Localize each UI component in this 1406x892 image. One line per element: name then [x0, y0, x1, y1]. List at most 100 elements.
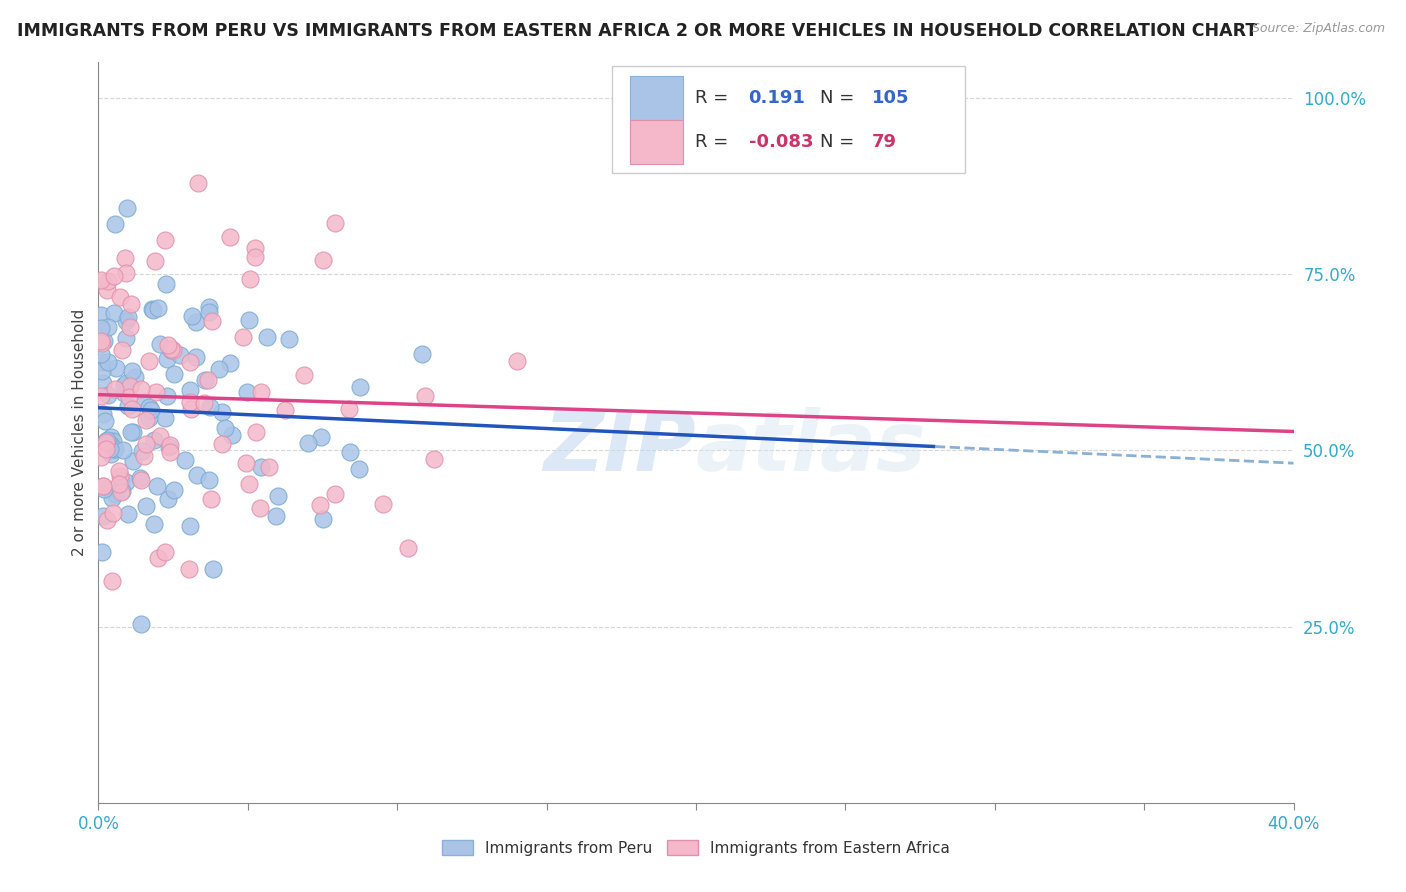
- Point: [138, 354, 160, 368]
- Text: R =: R =: [695, 89, 728, 107]
- Point: [91, 479, 114, 493]
- Point: [122, 453, 145, 467]
- Point: [114, 376, 136, 390]
- Point: [201, 314, 224, 328]
- Point: [157, 337, 180, 351]
- Point: [250, 384, 273, 399]
- Text: R =: R =: [695, 133, 728, 151]
- Point: [91, 544, 114, 558]
- Point: [211, 404, 233, 418]
- Point: [238, 313, 260, 327]
- Point: [153, 234, 176, 248]
- Point: [131, 444, 153, 458]
- Point: [179, 355, 201, 369]
- Point: [325, 216, 347, 230]
- Point: [94, 442, 117, 456]
- Point: [90, 355, 112, 369]
- Point: [129, 383, 152, 397]
- Point: [308, 498, 330, 512]
- Point: [142, 303, 165, 318]
- Point: [259, 459, 281, 474]
- Point: [148, 551, 170, 566]
- Point: [138, 411, 160, 425]
- Point: [193, 396, 215, 410]
- Point: [91, 508, 114, 523]
- Point: [94, 434, 117, 449]
- Point: [141, 301, 163, 316]
- Point: [208, 362, 231, 376]
- Point: [141, 403, 163, 417]
- Point: [97, 388, 120, 402]
- Point: [157, 492, 180, 507]
- Text: -0.083: -0.083: [748, 133, 813, 151]
- Point: [96, 433, 118, 447]
- Point: [221, 428, 243, 442]
- Point: [179, 394, 201, 409]
- Point: [138, 400, 160, 414]
- Point: [312, 253, 335, 268]
- Point: [103, 306, 125, 320]
- Text: ZIP: ZIP: [543, 407, 696, 488]
- Text: 105: 105: [872, 89, 910, 107]
- Text: 0.191: 0.191: [748, 89, 806, 107]
- Point: [179, 562, 201, 576]
- Point: [98, 436, 121, 450]
- Text: IMMIGRANTS FROM PERU VS IMMIGRANTS FROM EASTERN AFRICA 2 OR MORE VEHICLES IN HOU: IMMIGRANTS FROM PERU VS IMMIGRANTS FROM …: [17, 22, 1257, 40]
- Point: [103, 442, 125, 457]
- Point: [267, 490, 290, 504]
- Point: [337, 402, 360, 417]
- Point: [273, 403, 295, 417]
- Text: atlas: atlas: [696, 407, 927, 488]
- Point: [180, 401, 202, 416]
- Point: [97, 354, 120, 368]
- Point: [197, 305, 219, 319]
- Point: [129, 471, 152, 485]
- FancyBboxPatch shape: [613, 66, 965, 173]
- Point: [91, 479, 114, 493]
- Point: [180, 309, 202, 323]
- Point: [98, 442, 121, 456]
- Point: [159, 438, 181, 452]
- Point: [118, 390, 141, 404]
- Point: [129, 473, 152, 487]
- Point: [184, 315, 207, 329]
- Point: [309, 430, 332, 444]
- Y-axis label: 2 or more Vehicles in Household: 2 or more Vehicles in Household: [72, 309, 87, 557]
- Point: [115, 475, 138, 489]
- Point: [245, 251, 267, 265]
- Point: [91, 336, 114, 351]
- Point: [277, 332, 299, 346]
- Point: [143, 254, 166, 268]
- Point: [132, 394, 155, 409]
- FancyBboxPatch shape: [630, 76, 683, 120]
- Point: [103, 269, 125, 284]
- Point: [211, 437, 233, 451]
- Point: [411, 347, 433, 361]
- Point: [135, 437, 157, 451]
- Point: [202, 562, 225, 576]
- Point: [108, 477, 131, 491]
- Point: [142, 516, 165, 531]
- Point: [90, 309, 112, 323]
- Point: [129, 617, 152, 632]
- Point: [250, 459, 273, 474]
- Point: [111, 343, 134, 357]
- Point: [100, 430, 122, 444]
- Point: [100, 447, 122, 461]
- Point: [506, 353, 529, 368]
- Point: [160, 343, 183, 358]
- Point: [101, 491, 124, 505]
- Point: [200, 491, 222, 506]
- Point: [118, 320, 141, 334]
- Point: [104, 382, 127, 396]
- Point: [108, 464, 131, 478]
- Point: [114, 314, 136, 328]
- Point: [90, 346, 112, 360]
- Point: [312, 512, 335, 526]
- Point: [194, 373, 217, 387]
- Point: [396, 541, 419, 555]
- Point: [292, 368, 315, 382]
- Point: [120, 425, 142, 439]
- Point: [97, 319, 120, 334]
- Point: [101, 574, 124, 588]
